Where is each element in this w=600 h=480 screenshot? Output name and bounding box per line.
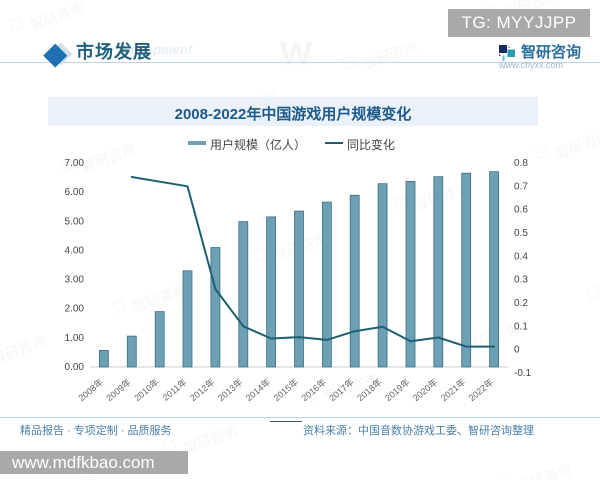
svg-text:6.00: 6.00 — [65, 187, 85, 198]
svg-text:0.2: 0.2 — [514, 298, 528, 309]
svg-text:2.00: 2.00 — [65, 304, 85, 315]
svg-text:2011年: 2011年 — [160, 376, 189, 403]
svg-text:2018年: 2018年 — [355, 376, 384, 403]
svg-text:0.00: 0.00 — [65, 362, 85, 373]
svg-text:2015年: 2015年 — [271, 376, 300, 403]
svg-text:2017年: 2017年 — [327, 376, 356, 403]
svg-text:2019年: 2019年 — [382, 376, 411, 403]
svg-text:2021年: 2021年 — [438, 376, 467, 403]
svg-text:2008年: 2008年 — [76, 376, 105, 403]
svg-text:4.00: 4.00 — [65, 245, 85, 256]
svg-text:3.00: 3.00 — [65, 275, 85, 286]
svg-text:0.3: 0.3 — [514, 275, 528, 286]
svg-text:0.6: 0.6 — [514, 205, 528, 216]
svg-text:0.7: 0.7 — [514, 181, 528, 192]
svg-text:2020年: 2020年 — [410, 376, 439, 403]
svg-text:0.4: 0.4 — [514, 251, 528, 262]
svg-text:2013年: 2013年 — [215, 376, 244, 403]
svg-text:0.1: 0.1 — [514, 321, 528, 332]
svg-text:5.00: 5.00 — [65, 216, 85, 227]
svg-text:1.00: 1.00 — [65, 333, 85, 344]
svg-text:-0.1: -0.1 — [514, 368, 532, 379]
svg-text:2016年: 2016年 — [299, 376, 328, 403]
svg-text:0.5: 0.5 — [514, 228, 528, 239]
svg-text:2022年: 2022年 — [466, 376, 495, 403]
svg-text:2014年: 2014年 — [243, 376, 272, 403]
svg-text:2010年: 2010年 — [132, 376, 161, 403]
svg-text:0: 0 — [514, 345, 520, 356]
svg-text:2009年: 2009年 — [104, 376, 133, 403]
svg-text:0.8: 0.8 — [514, 158, 528, 169]
svg-text:2012年: 2012年 — [187, 376, 216, 403]
svg-text:7.00: 7.00 — [65, 158, 85, 169]
